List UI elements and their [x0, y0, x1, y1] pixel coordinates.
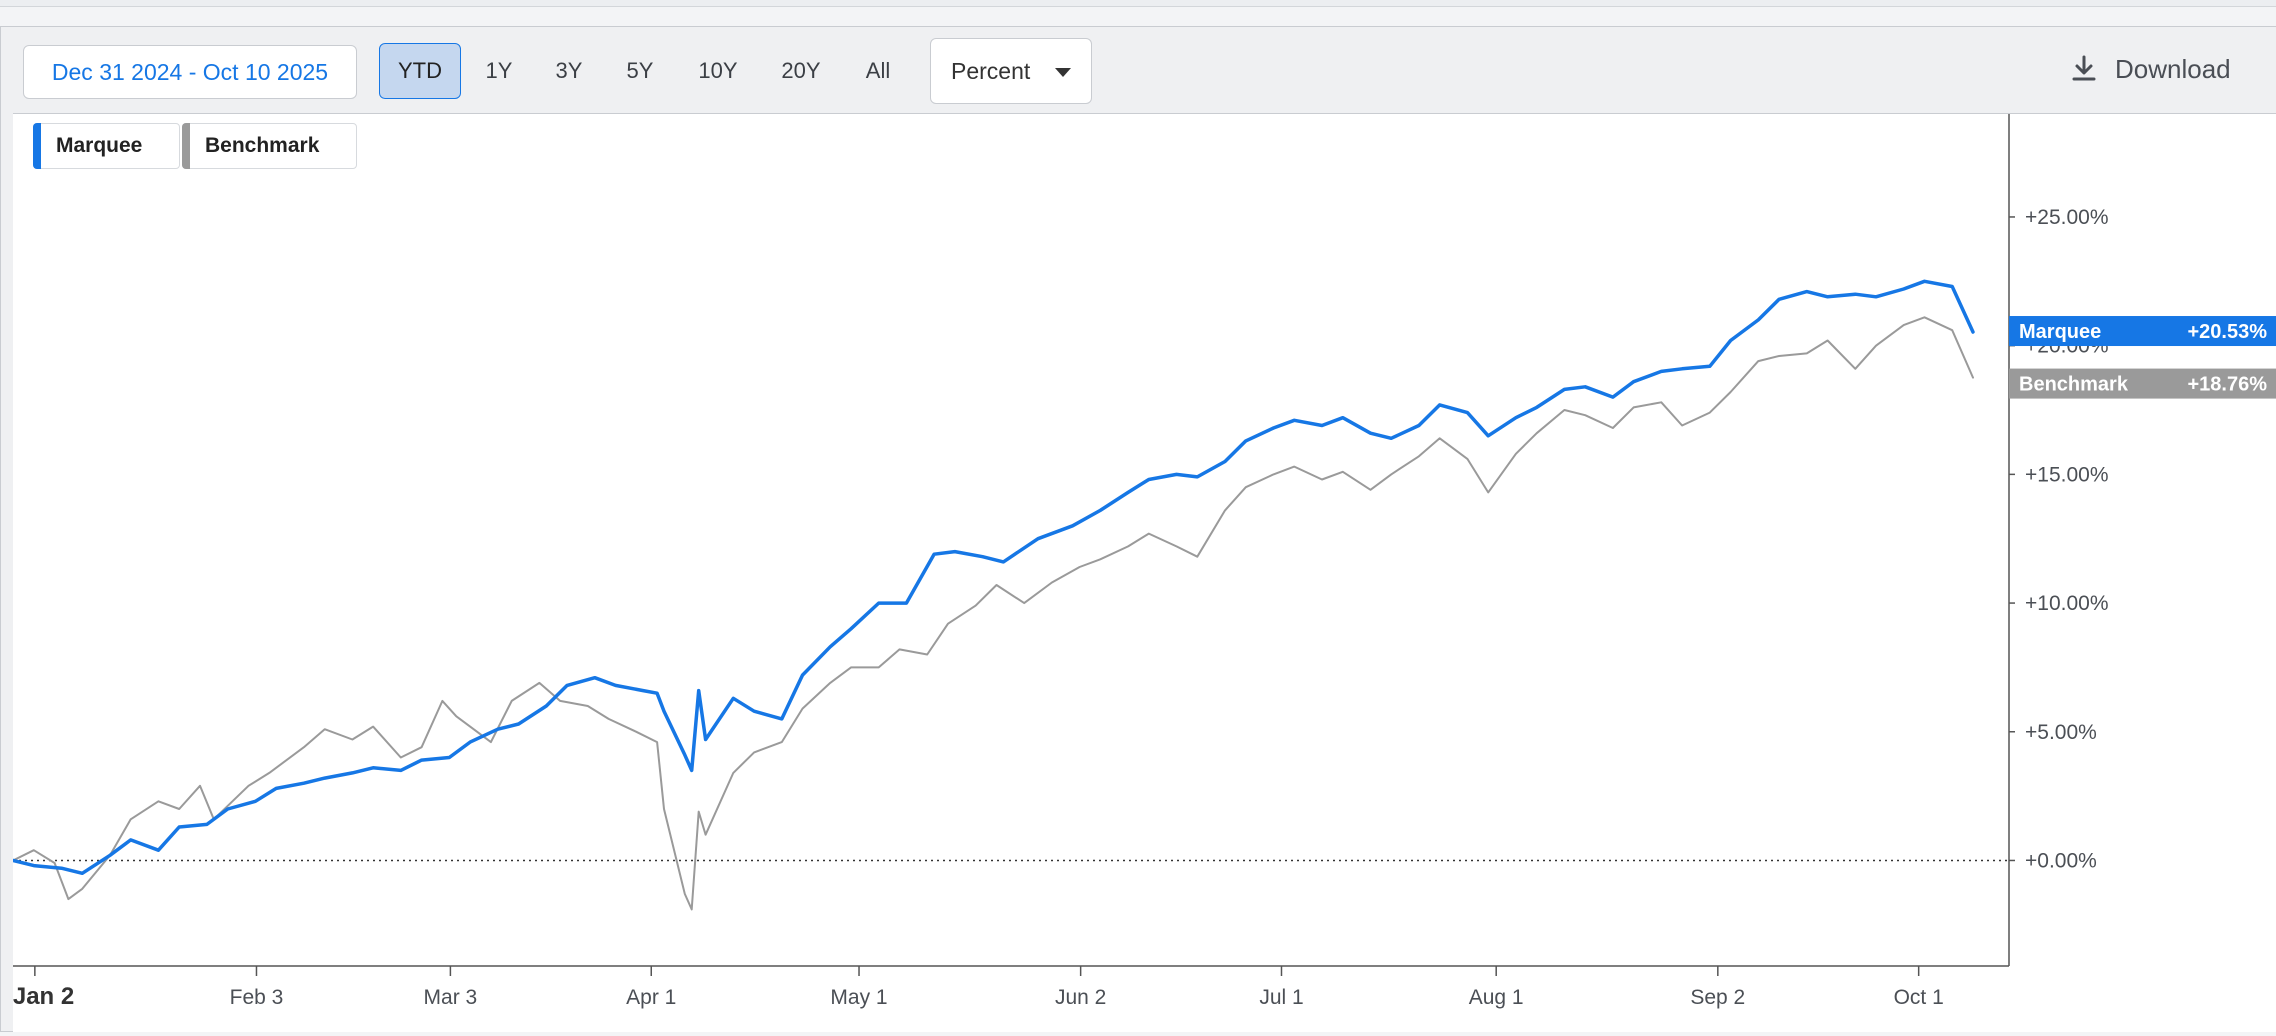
date-range-button[interactable]: Dec 31 2024 - Oct 10 2025 — [23, 45, 357, 99]
chart-panel: Dec 31 2024 - Oct 10 2025 YTD 1Y 3Y 5Y 1… — [0, 26, 2276, 1032]
x-tick-label: Mar 3 — [424, 986, 478, 1009]
legend-swatch-marquee — [33, 123, 41, 169]
range-5y-button[interactable]: 5Y — [626, 58, 654, 83]
value-tag-name: Benchmark — [2019, 374, 2129, 396]
y-tick-label: +5.00% — [2025, 721, 2097, 744]
value-tag-marquee — [2009, 316, 2276, 347]
value-tag-value: +18.76% — [2187, 374, 2267, 396]
x-tick-label: May 1 — [830, 986, 887, 1009]
x-tick-label: Aug 1 — [1469, 986, 1524, 1009]
x-tick-label: Jul 1 — [1259, 986, 1303, 1009]
x-tick-label: Jun 2 — [1055, 986, 1106, 1009]
x-tick-label: Sep 2 — [1690, 986, 1745, 1009]
y-tick-label: +10.00% — [2025, 592, 2109, 615]
series-line-marquee — [13, 279, 1975, 876]
value-tag-value: +20.53% — [2187, 321, 2267, 343]
legend-label-benchmark: Benchmark — [205, 134, 320, 157]
value-tag-benchmark — [2009, 368, 2276, 399]
range-10y-button[interactable]: 10Y — [698, 58, 738, 83]
x-tick-label: Jan 2 — [13, 983, 74, 1010]
window-top-strip — [0, 0, 2276, 7]
series-line-benchmark — [13, 316, 1974, 911]
y-tick-label: +25.00% — [2025, 206, 2109, 229]
download-label: Download — [2115, 54, 2231, 84]
display-mode-select[interactable]: Percent — [930, 38, 1092, 104]
legend-label-marquee: Marquee — [56, 134, 143, 157]
range-ytd-button[interactable]: YTD — [379, 43, 461, 99]
chart-toolbar: Dec 31 2024 - Oct 10 2025 YTD 1Y 3Y 5Y 1… — [1, 27, 2276, 113]
chart-plot-area: +0.00% +5.00% +10.00% +15.00% +20.00% +25.00%… — [13, 113, 2276, 1032]
legend-item-marquee[interactable]: Marquee — [33, 123, 180, 169]
range-all-button[interactable]: All — [865, 58, 891, 83]
performance-chart: +0.00%+5.00%+10.00%+15.00%+20.00%+25.00%… — [13, 114, 2276, 1010]
range-1y-button[interactable]: 1Y — [485, 58, 513, 83]
display-mode-label: Percent — [951, 58, 1031, 84]
value-tag-name: Marquee — [2019, 321, 2101, 343]
range-20y-button[interactable]: 20Y — [781, 58, 821, 83]
y-tick-label: +0.00% — [2025, 849, 2097, 872]
legend-swatch-benchmark — [182, 123, 190, 169]
caret-down-icon — [1055, 68, 1071, 77]
range-3y-button[interactable]: 3Y — [555, 58, 583, 83]
download-icon — [2072, 55, 2096, 81]
x-tick-label: Apr 1 — [626, 986, 676, 1009]
legend-item-benchmark[interactable]: Benchmark — [182, 123, 357, 169]
x-tick-label: Oct 1 — [1894, 986, 1944, 1009]
x-tick-label: Feb 3 — [230, 986, 284, 1009]
y-tick-label: +15.00% — [2025, 463, 2109, 486]
